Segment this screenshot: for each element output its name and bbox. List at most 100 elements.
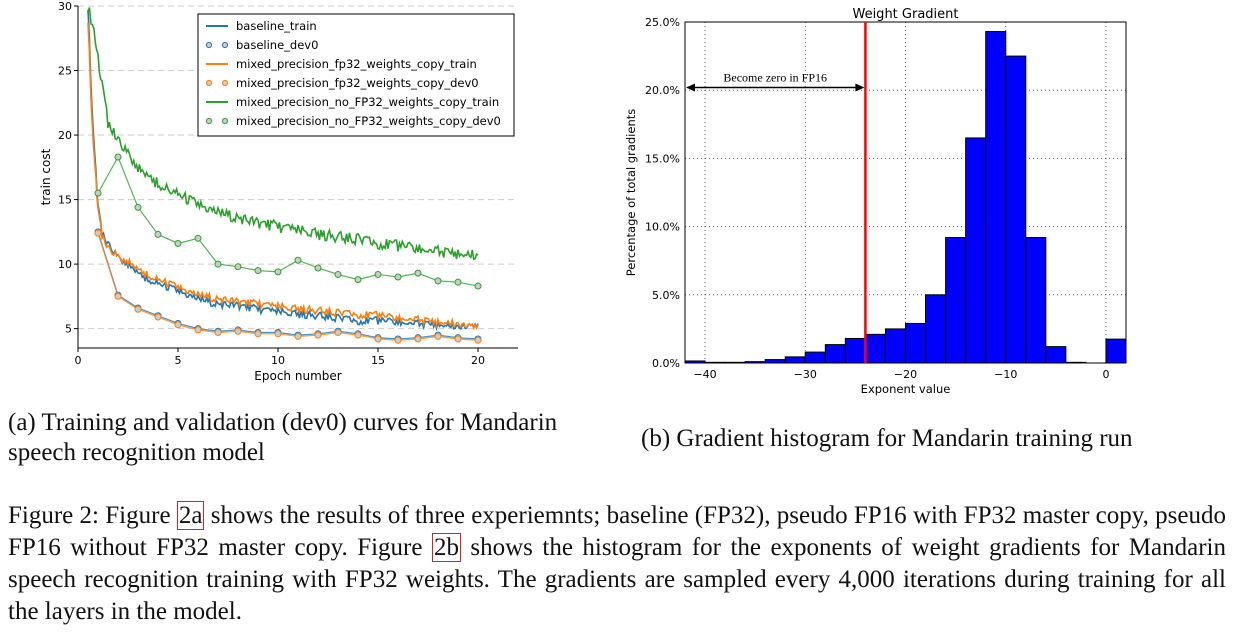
legend-label: mixed_precision_no_FP32_weights_copy_dev… (236, 114, 501, 128)
data-point-mixed_precision_fp32_weights_copy_dev0 (434, 332, 442, 340)
arrow-head-right (855, 83, 865, 92)
data-point-mixed_precision_no_FP32_weights_copy_dev0 (314, 264, 322, 272)
data-point-mixed_precision_no_FP32_weights_copy_dev0 (274, 268, 282, 276)
plot-area (87, 7, 482, 344)
series-line-mixed_precision_fp32_weights_copy_train (87, 22, 479, 331)
legend-label: mixed_precision_no_FP32_weights_copy_tra… (236, 95, 499, 109)
y-axis-label: Percentage of total gradients (624, 109, 638, 276)
data-point-mixed_precision_no_FP32_weights_copy_dev0 (234, 263, 242, 271)
histogram-bar (844, 337, 866, 364)
legend-box (197, 13, 515, 137)
y-axis-label: train cost (39, 148, 53, 205)
histogram-bar (864, 333, 886, 364)
data-point-mixed_precision_no_FP32_weights_copy_dev0 (454, 278, 462, 286)
histogram-bar (804, 351, 826, 364)
data-point-mixed_precision_fp32_weights_copy_dev0 (474, 336, 482, 344)
y-tick-label: 10 (58, 258, 72, 271)
data-point-mixed_precision_fp32_weights_copy_dev0 (134, 305, 142, 313)
data-point-mixed_precision_no_FP32_weights_copy_dev0 (294, 256, 302, 264)
series-line-mixed_precision_no_FP32_weights_copy_dev0 (97, 155, 479, 287)
data-point-mixed_precision_fp32_weights_copy_dev0 (334, 329, 342, 337)
histogram-bar (1105, 338, 1127, 364)
data-point-mixed_precision_no_FP32_weights_copy_dev0 (94, 189, 102, 197)
data-point-mixed_precision_fp32_weights_copy_dev0 (314, 331, 322, 339)
x-tick-label: 0 (1102, 368, 1109, 381)
legend-swatch (205, 41, 213, 49)
data-point-mixed_precision_no_FP32_weights_copy_dev0 (194, 234, 202, 242)
x-axis-label: Exponent value (861, 382, 951, 396)
caption-a: (a) Training and validation (dev0) curve… (8, 409, 558, 466)
figure-ref-2a[interactable]: 2a (176, 501, 205, 530)
y-tick-label: 20.0% (645, 84, 680, 97)
y-tick-label: 15.0% (645, 152, 680, 165)
data-point-mixed_precision_fp32_weights_copy_dev0 (414, 335, 422, 343)
data-point-mixed_precision_no_FP32_weights_copy_dev0 (174, 239, 182, 247)
legend-swatch (205, 117, 213, 125)
gradient-histogram-chart: 0.0% 5.0% 10.0% 15.0% 20.0% 25.0% −40 −30 −20 −10… (624, 7, 1127, 396)
data-point-mixed_precision_fp32_weights_copy_dev0 (174, 321, 182, 329)
legend-swatch (221, 117, 229, 125)
data-point-mixed_precision_fp32_weights_copy_dev0 (114, 292, 122, 300)
legend-label: baseline_dev0 (236, 38, 318, 52)
histogram-bar (764, 359, 786, 364)
data-point-mixed_precision_fp32_weights_copy_dev0 (374, 335, 382, 343)
y-tick-label: 5.0% (652, 289, 680, 302)
data-point-mixed_precision_no_FP32_weights_copy_dev0 (214, 260, 222, 268)
legend-label: mixed_precision_fp32_weights_copy_train (236, 57, 477, 71)
series-line-baseline_train (87, 9, 479, 332)
data-point-mixed_precision_fp32_weights_copy_dev0 (154, 313, 162, 321)
y-tick-label: 5 (65, 323, 72, 336)
data-point-mixed_precision_no_FP32_weights_copy_dev0 (114, 153, 122, 161)
x-tick-label: −10 (994, 368, 1017, 381)
data-point-mixed_precision_fp32_weights_copy_dev0 (234, 327, 242, 335)
histogram-bar (1025, 237, 1047, 364)
histogram-bar (985, 31, 1007, 364)
data-point-mixed_precision_no_FP32_weights_copy_dev0 (354, 276, 362, 284)
data-point-mixed_precision_fp32_weights_copy_dev0 (254, 330, 262, 338)
data-point-mixed_precision_no_FP32_weights_copy_dev0 (394, 273, 402, 281)
data-point-mixed_precision_fp32_weights_copy_dev0 (294, 332, 302, 340)
x-tick-label: −30 (794, 368, 817, 381)
legend-label: baseline_train (236, 19, 317, 33)
x-tick-label: 20 (471, 354, 485, 367)
series-line-mixed_precision_no_FP32_weights_copy_train (87, 7, 479, 261)
histogram-bar (884, 328, 907, 364)
data-point-mixed_precision_fp32_weights_copy_dev0 (274, 330, 282, 338)
histogram-bar (824, 344, 846, 364)
data-point-mixed_precision_no_FP32_weights_copy_dev0 (254, 267, 262, 275)
data-point-mixed_precision_fp32_weights_copy_dev0 (354, 331, 362, 339)
data-point-mixed_precision_fp32_weights_copy_dev0 (394, 336, 402, 344)
legend-swatch (221, 79, 229, 87)
plot-frame (684, 21, 1127, 364)
y-tick-label: 25.0% (645, 16, 680, 29)
y-tick-label: 25 (58, 65, 72, 78)
data-point-mixed_precision_no_FP32_weights_copy_dev0 (414, 269, 422, 277)
legend-swatch (205, 79, 213, 87)
x-tick-label: −20 (894, 368, 917, 381)
caption-text: Figure 2: Figure (8, 502, 177, 529)
histogram-bar (1045, 346, 1067, 364)
x-tick-label: 15 (371, 354, 385, 367)
data-point-mixed_precision_no_FP32_weights_copy_dev0 (434, 277, 442, 285)
histogram-bar (1005, 55, 1027, 364)
training-curves-chart: 5 10 15 20 25 30 0 5 10 15 20 Epoch number train cos… (39, 0, 518, 383)
x-tick-label: 0 (75, 354, 82, 367)
annotation-label: Become zero in FP16 (723, 70, 827, 84)
data-point-mixed_precision_fp32_weights_copy_dev0 (454, 335, 462, 343)
y-tick-label: 30 (58, 0, 72, 13)
histogram-bar (784, 356, 806, 364)
data-point-mixed_precision_fp32_weights_copy_dev0 (194, 326, 202, 334)
legend-swatch (221, 41, 229, 49)
x-tick-label: −40 (693, 368, 716, 381)
figure-caption: Figure 2: Figure 2a shows the results of… (8, 500, 1226, 628)
histogram-bar (905, 322, 927, 364)
histogram-bar (945, 237, 967, 364)
legend-label: mixed_precision_fp32_weights_copy_dev0 (236, 76, 479, 90)
y-tick-label: 10.0% (645, 221, 680, 234)
x-axis-label: Epoch number (254, 369, 341, 383)
chart-title: Weight Gradient (852, 7, 958, 22)
data-point-mixed_precision_no_FP32_weights_copy_dev0 (374, 270, 382, 278)
figure-ref-2b[interactable]: 2b (431, 533, 461, 562)
histogram-bar (965, 137, 987, 364)
y-tick-label: 20 (58, 129, 72, 142)
